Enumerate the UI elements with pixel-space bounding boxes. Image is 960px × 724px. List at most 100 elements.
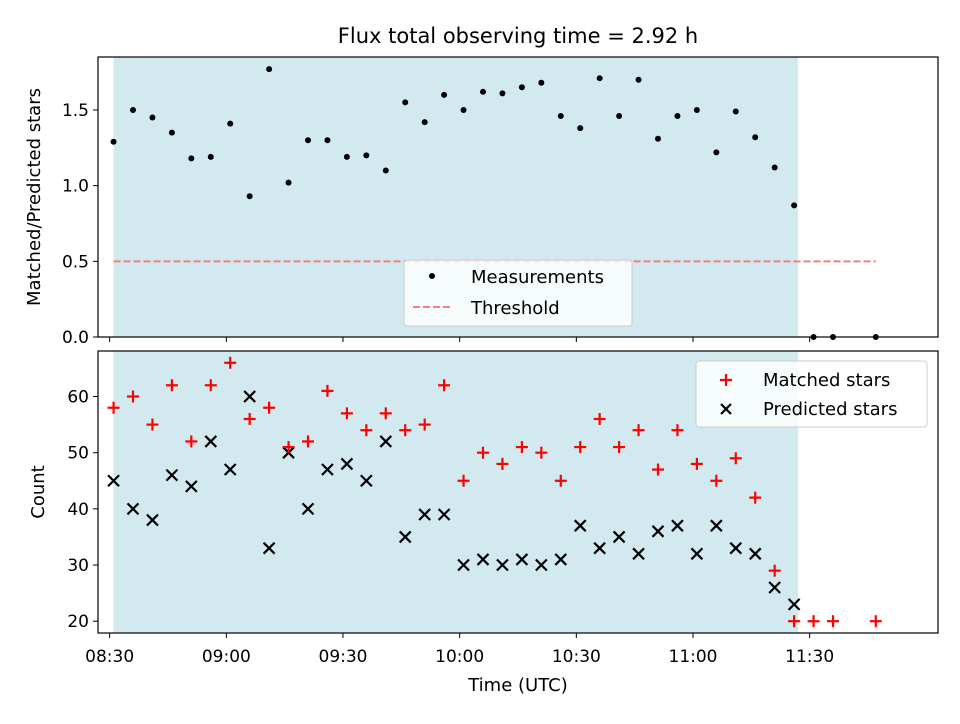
predicted-stars-point <box>418 508 431 521</box>
predicted-stars-point <box>573 519 587 532</box>
matched-stars-point <box>185 435 198 448</box>
predicted-stars-point <box>787 598 801 611</box>
predicted-stars-point <box>748 547 762 561</box>
predicted-stars-point <box>398 530 412 544</box>
matched-stars-point <box>710 474 723 487</box>
predicted-stars-point <box>223 463 237 476</box>
predicted-stars-point <box>437 508 451 521</box>
measurement-point <box>596 75 603 82</box>
bottom-x-tick-label: 09:00 <box>202 647 251 667</box>
top-legend: Measurements Threshold <box>403 259 633 327</box>
predicted-stars-point <box>185 480 198 493</box>
legend-measurements-marker <box>429 273 435 279</box>
bottom-x-axis-label: Time (UTC) <box>467 675 568 696</box>
measurement-point <box>285 179 292 186</box>
matched-stars-point <box>690 457 703 470</box>
top-y-tick-label: 1.0 <box>62 177 89 197</box>
matched-stars-point <box>807 615 820 628</box>
measurement-point <box>713 149 720 156</box>
legend-matched-label: Matched stars <box>763 370 890 391</box>
matched-stars-point <box>515 441 528 454</box>
predicted-stars-point <box>612 530 626 544</box>
measurement-point <box>655 135 661 142</box>
measurement-point <box>616 113 623 120</box>
top-y-tick-label: 0.5 <box>62 252 89 272</box>
measurement-point <box>343 153 350 160</box>
matched-stars-point <box>457 474 470 487</box>
measurement-point <box>227 120 234 127</box>
matched-stars-point <box>671 424 684 437</box>
predicted-stars-point <box>476 553 490 566</box>
matched-stars-point <box>632 424 645 437</box>
bottom-legend: Matched stars Predicted stars <box>695 360 928 428</box>
matched-stars-point <box>127 390 139 403</box>
matched-stars-point <box>768 564 781 577</box>
legend-measurements-label: Measurements <box>471 267 604 288</box>
matched-stars-point <box>869 615 882 628</box>
matched-stars-point <box>107 401 120 414</box>
predicted-stars-point <box>729 541 743 555</box>
measurement-point <box>635 76 642 83</box>
top-y-ticks: 0.0 0.5 1.0 1.5 <box>62 101 98 348</box>
matched-stars-point <box>438 379 451 392</box>
bottom-x-tick-label: 09:30 <box>319 647 368 667</box>
predicted-stars-point <box>321 463 334 476</box>
predicted-stars-point <box>107 474 120 488</box>
predicted-stars-point <box>535 558 548 572</box>
measurement-point <box>732 108 739 115</box>
predicted-stars-point <box>593 541 606 555</box>
predicted-stars-point <box>554 553 568 566</box>
matched-stars-point <box>302 435 314 448</box>
predicted-stars-point <box>632 547 645 561</box>
measurement-point <box>518 84 525 91</box>
top-y-tick-label: 1.5 <box>62 101 89 121</box>
legend-threshold-label: Threshold <box>470 298 560 319</box>
top-legend-box <box>403 259 633 327</box>
top-y-axis-label: Matched/Predicted stars <box>24 88 45 306</box>
bottom-x-tick-label: 10:30 <box>552 647 601 667</box>
matched-stars-point <box>360 424 373 437</box>
bottom-legend-box <box>695 360 928 428</box>
predicted-stars-point <box>671 519 684 532</box>
predicted-stars-point <box>204 435 218 448</box>
predicted-stars-point <box>690 547 704 561</box>
measurement-point <box>110 138 117 145</box>
predicted-stars-point <box>262 541 276 555</box>
predicted-stars-point <box>340 457 354 471</box>
matched-stars-point <box>788 615 801 628</box>
matched-stars-point <box>477 446 489 459</box>
measurement-point <box>557 113 564 120</box>
measurement-point <box>460 106 467 113</box>
bottom-x-ticks: 08:30 09:00 09:30 10:00 10:30 11:00 11:30 <box>85 633 834 667</box>
matched-stars-point <box>340 407 353 420</box>
measurement-point <box>577 125 584 132</box>
bottom-y-tick-label: 40 <box>67 500 89 520</box>
bottom-x-tick-label: 10:00 <box>435 647 484 667</box>
matched-stars-point <box>729 452 742 465</box>
matched-stars-point <box>224 356 237 369</box>
legend-predicted-label: Predicted stars <box>763 399 897 420</box>
bottom-y-tick-label: 30 <box>67 556 89 576</box>
matched-stars-point <box>613 441 626 454</box>
matched-stars-point <box>243 412 256 425</box>
predicted-stars-point <box>651 525 665 538</box>
bottom-y-axis-label: Count <box>28 465 49 518</box>
measurement-point <box>305 137 311 144</box>
matched-stars-point <box>554 474 567 487</box>
legend-predicted-marker <box>720 403 732 415</box>
matched-stars-point <box>593 412 606 425</box>
matched-stars-point <box>204 379 217 392</box>
bottom-x-tick-label: 11:00 <box>669 647 718 667</box>
measurement-point <box>382 167 389 174</box>
measurement-point <box>791 202 798 209</box>
predicted-stars-point <box>243 390 256 403</box>
measurement-point <box>771 164 778 171</box>
matched-stars-point <box>165 379 178 392</box>
matched-stars-point <box>321 384 334 397</box>
bottom-x-tick-label: 08:30 <box>85 647 134 667</box>
predicted-stars-point <box>360 474 373 488</box>
predicted-stars-point <box>379 435 393 448</box>
measurement-point <box>480 88 486 95</box>
measurement-point <box>538 79 545 86</box>
